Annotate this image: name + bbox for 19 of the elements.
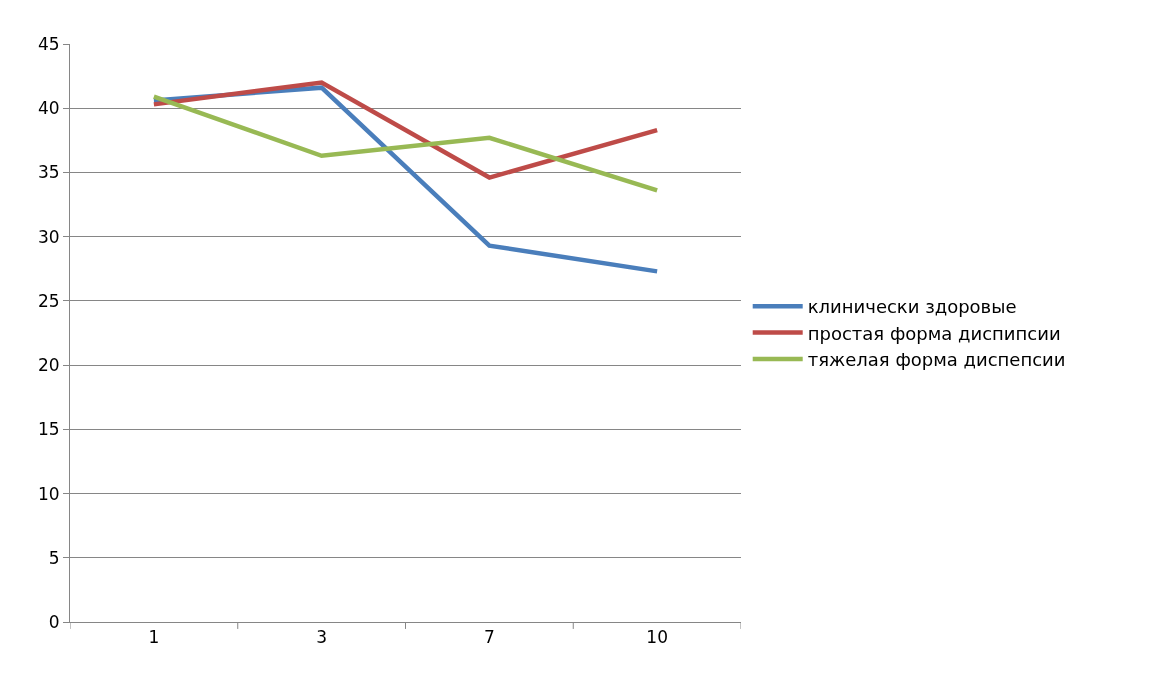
y-tick-label: 45 [37,33,60,54]
y-tick-label: 0 [48,611,60,632]
x-tick-label: 3 [316,627,328,648]
x-tick-label: 10 [646,627,668,648]
y-tick-label: 10 [37,483,60,504]
line-series [151,94,660,193]
y-tick-label: 35 [37,162,60,183]
x-tick-label: 1 [148,627,160,648]
y-tick-label: 25 [37,290,60,311]
y-tick-label: 5 [48,547,60,568]
y-tick-label: 20 [37,355,60,376]
line-series [151,80,660,180]
y-tick-label: 30 [37,226,60,247]
legend-label: тяжелая форма диспепсии [807,349,1066,371]
y-tick-label: 40 [37,98,60,119]
legend-label: клинически здоровые [807,296,1017,318]
legend-label: простая форма диспипсии [807,322,1061,344]
y-tick-label: 15 [37,419,60,440]
x-tick-label: 7 [483,627,495,648]
